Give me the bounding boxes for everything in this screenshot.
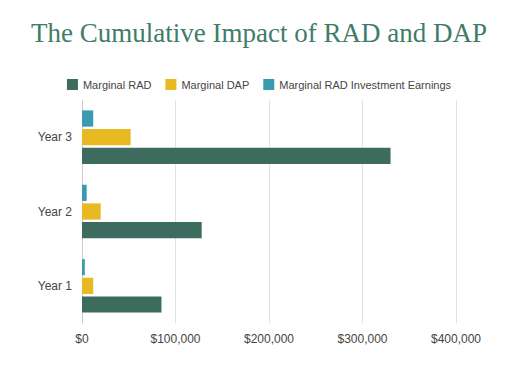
svg-text:Year 2: Year 2 [38, 205, 73, 219]
svg-text:Marginal DAP: Marginal DAP [181, 79, 249, 91]
svg-text:$100,000: $100,000 [150, 332, 200, 346]
svg-text:Marginal RAD: Marginal RAD [83, 79, 152, 91]
svg-text:$200,000: $200,000 [244, 332, 294, 346]
svg-text:$0: $0 [75, 332, 89, 346]
svg-text:$300,000: $300,000 [337, 332, 387, 346]
svg-text:Marginal RAD Investment Earnin: Marginal RAD Investment Earnings [279, 79, 451, 91]
svg-text:The Cumulative Impact of RAD a: The Cumulative Impact of RAD and DAP [31, 18, 487, 48]
svg-text:Year 1: Year 1 [38, 279, 73, 293]
svg-text:Year 3: Year 3 [38, 130, 73, 144]
svg-text:$400,000: $400,000 [431, 332, 481, 346]
